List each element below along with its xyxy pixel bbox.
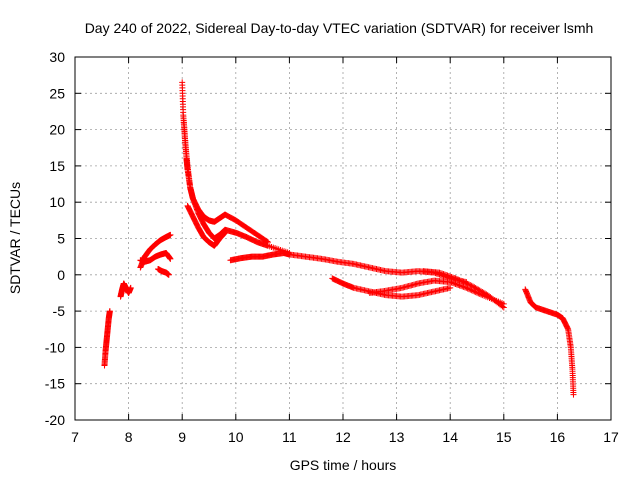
x-tick-label: 8: [125, 429, 133, 445]
y-tick-label: 20: [49, 122, 65, 138]
data-point: [222, 229, 229, 236]
series-arc-7.6: [101, 308, 113, 369]
data-point: [455, 276, 462, 283]
x-tick-label: 7: [71, 429, 79, 445]
data-point: [464, 280, 471, 287]
data-point: [460, 279, 467, 286]
axes: [74, 56, 612, 421]
y-tick-label: -5: [53, 303, 66, 319]
data-point: [452, 275, 459, 282]
data-point: [500, 304, 507, 311]
y-tick-label: 15: [49, 158, 65, 174]
series-arc-15.4: [522, 286, 577, 398]
data-point: [453, 276, 460, 283]
data-point: [127, 284, 134, 291]
y-tick-label: -15: [45, 376, 65, 392]
series-arc-8.4b: [137, 250, 174, 265]
x-tick-label: 13: [389, 429, 405, 445]
data-point: [467, 282, 474, 289]
data-point: [465, 281, 472, 288]
y-tick-label: 10: [49, 194, 65, 210]
data-point: [456, 277, 463, 284]
y-tick-labels: -20 -15 -10 -5 0 5 10 15 20 25 30: [45, 49, 65, 428]
y-tick-label: -20: [45, 412, 65, 428]
data-point: [457, 277, 464, 284]
x-axis-label: GPS time / hours: [290, 457, 397, 473]
y-tick-label: -10: [45, 339, 65, 355]
data-point: [106, 308, 113, 315]
x-tick-label: 17: [603, 429, 619, 445]
y-tick-label: 0: [57, 267, 65, 283]
series-arc-8.4c: [155, 265, 172, 278]
y-tick-label: 25: [49, 85, 65, 101]
data-points: [101, 79, 577, 398]
data-point: [459, 278, 466, 285]
plot-border: [74, 56, 612, 421]
y-tick-label: 5: [57, 231, 65, 247]
series-arc-9c: [184, 202, 229, 249]
data-point: [447, 284, 454, 291]
y-tick-label: 30: [49, 49, 65, 65]
x-tick-label: 14: [442, 429, 458, 445]
x-tick-label: 10: [228, 429, 244, 445]
y-axis-label: SDTVAR / TECUs: [7, 182, 23, 294]
series-arc-13.5: [420, 268, 507, 311]
x-tick-label: 11: [282, 429, 297, 445]
data-point: [499, 303, 506, 310]
x-tick-label: 15: [496, 429, 512, 445]
data-point: [463, 280, 470, 287]
chart-title: Day 240 of 2022, Sidereal Day-to-day VTE…: [85, 20, 594, 36]
data-point: [570, 391, 577, 398]
data-point: [165, 271, 172, 278]
x-tick-label: 12: [335, 429, 351, 445]
data-point: [167, 255, 174, 262]
series-arc-7.9: [117, 280, 134, 300]
data-point: [167, 231, 174, 238]
x-tick-labels: 7 8 9 10 11 12 13 14 15 16 17: [71, 429, 619, 445]
x-tick-label: 9: [178, 429, 186, 445]
grid: [75, 57, 611, 420]
data-point: [461, 279, 468, 286]
x-tick-label: 16: [550, 429, 566, 445]
